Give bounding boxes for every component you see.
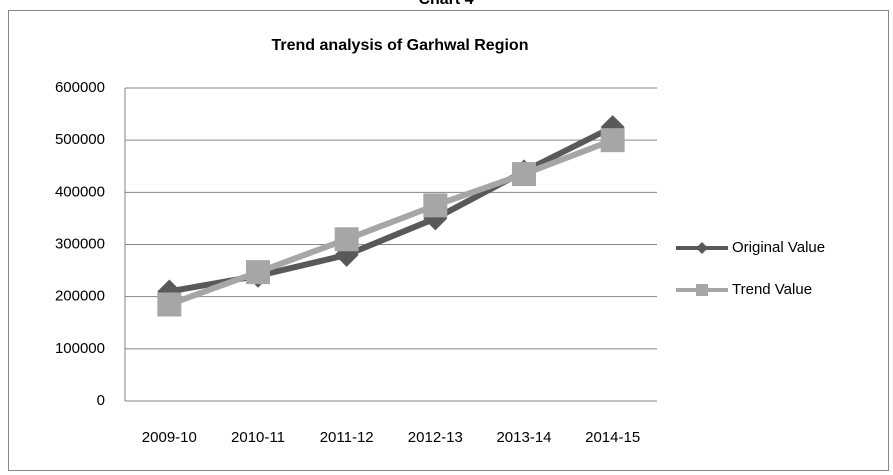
legend-label: Original Value: [732, 239, 825, 256]
x-tick-label: 2010-11: [231, 429, 285, 446]
data-point: [157, 292, 182, 317]
chart-border: [8, 10, 889, 471]
data-point: [423, 193, 448, 218]
data-point: [600, 128, 625, 153]
y-tick-label: 500000: [55, 131, 105, 148]
x-tick-label: 2009-10: [142, 429, 197, 446]
y-tick-label: 100000: [55, 340, 105, 357]
y-tick-label: 600000: [55, 79, 105, 96]
y-tick-label: 200000: [55, 288, 105, 305]
y-tick-label: 400000: [55, 183, 105, 200]
data-point: [334, 227, 359, 252]
x-tick-label: 2013-14: [496, 429, 551, 446]
chart-heading: Chart 4: [418, 0, 473, 8]
legend-marker: [696, 284, 708, 296]
data-point: [246, 260, 270, 285]
x-tick-label: 2012-13: [408, 429, 463, 446]
legend-label: Trend Value: [732, 281, 812, 298]
chart-title: Trend analysis of Garhwal Region: [272, 37, 529, 54]
legend-marker: [696, 242, 708, 254]
x-tick-label: 2011-12: [320, 429, 374, 446]
data-point: [512, 162, 536, 187]
x-tick-label: 2014-15: [585, 429, 640, 446]
series-line: [168, 137, 614, 308]
y-tick-label: 0: [97, 392, 105, 409]
y-tick-label: 300000: [55, 235, 105, 252]
